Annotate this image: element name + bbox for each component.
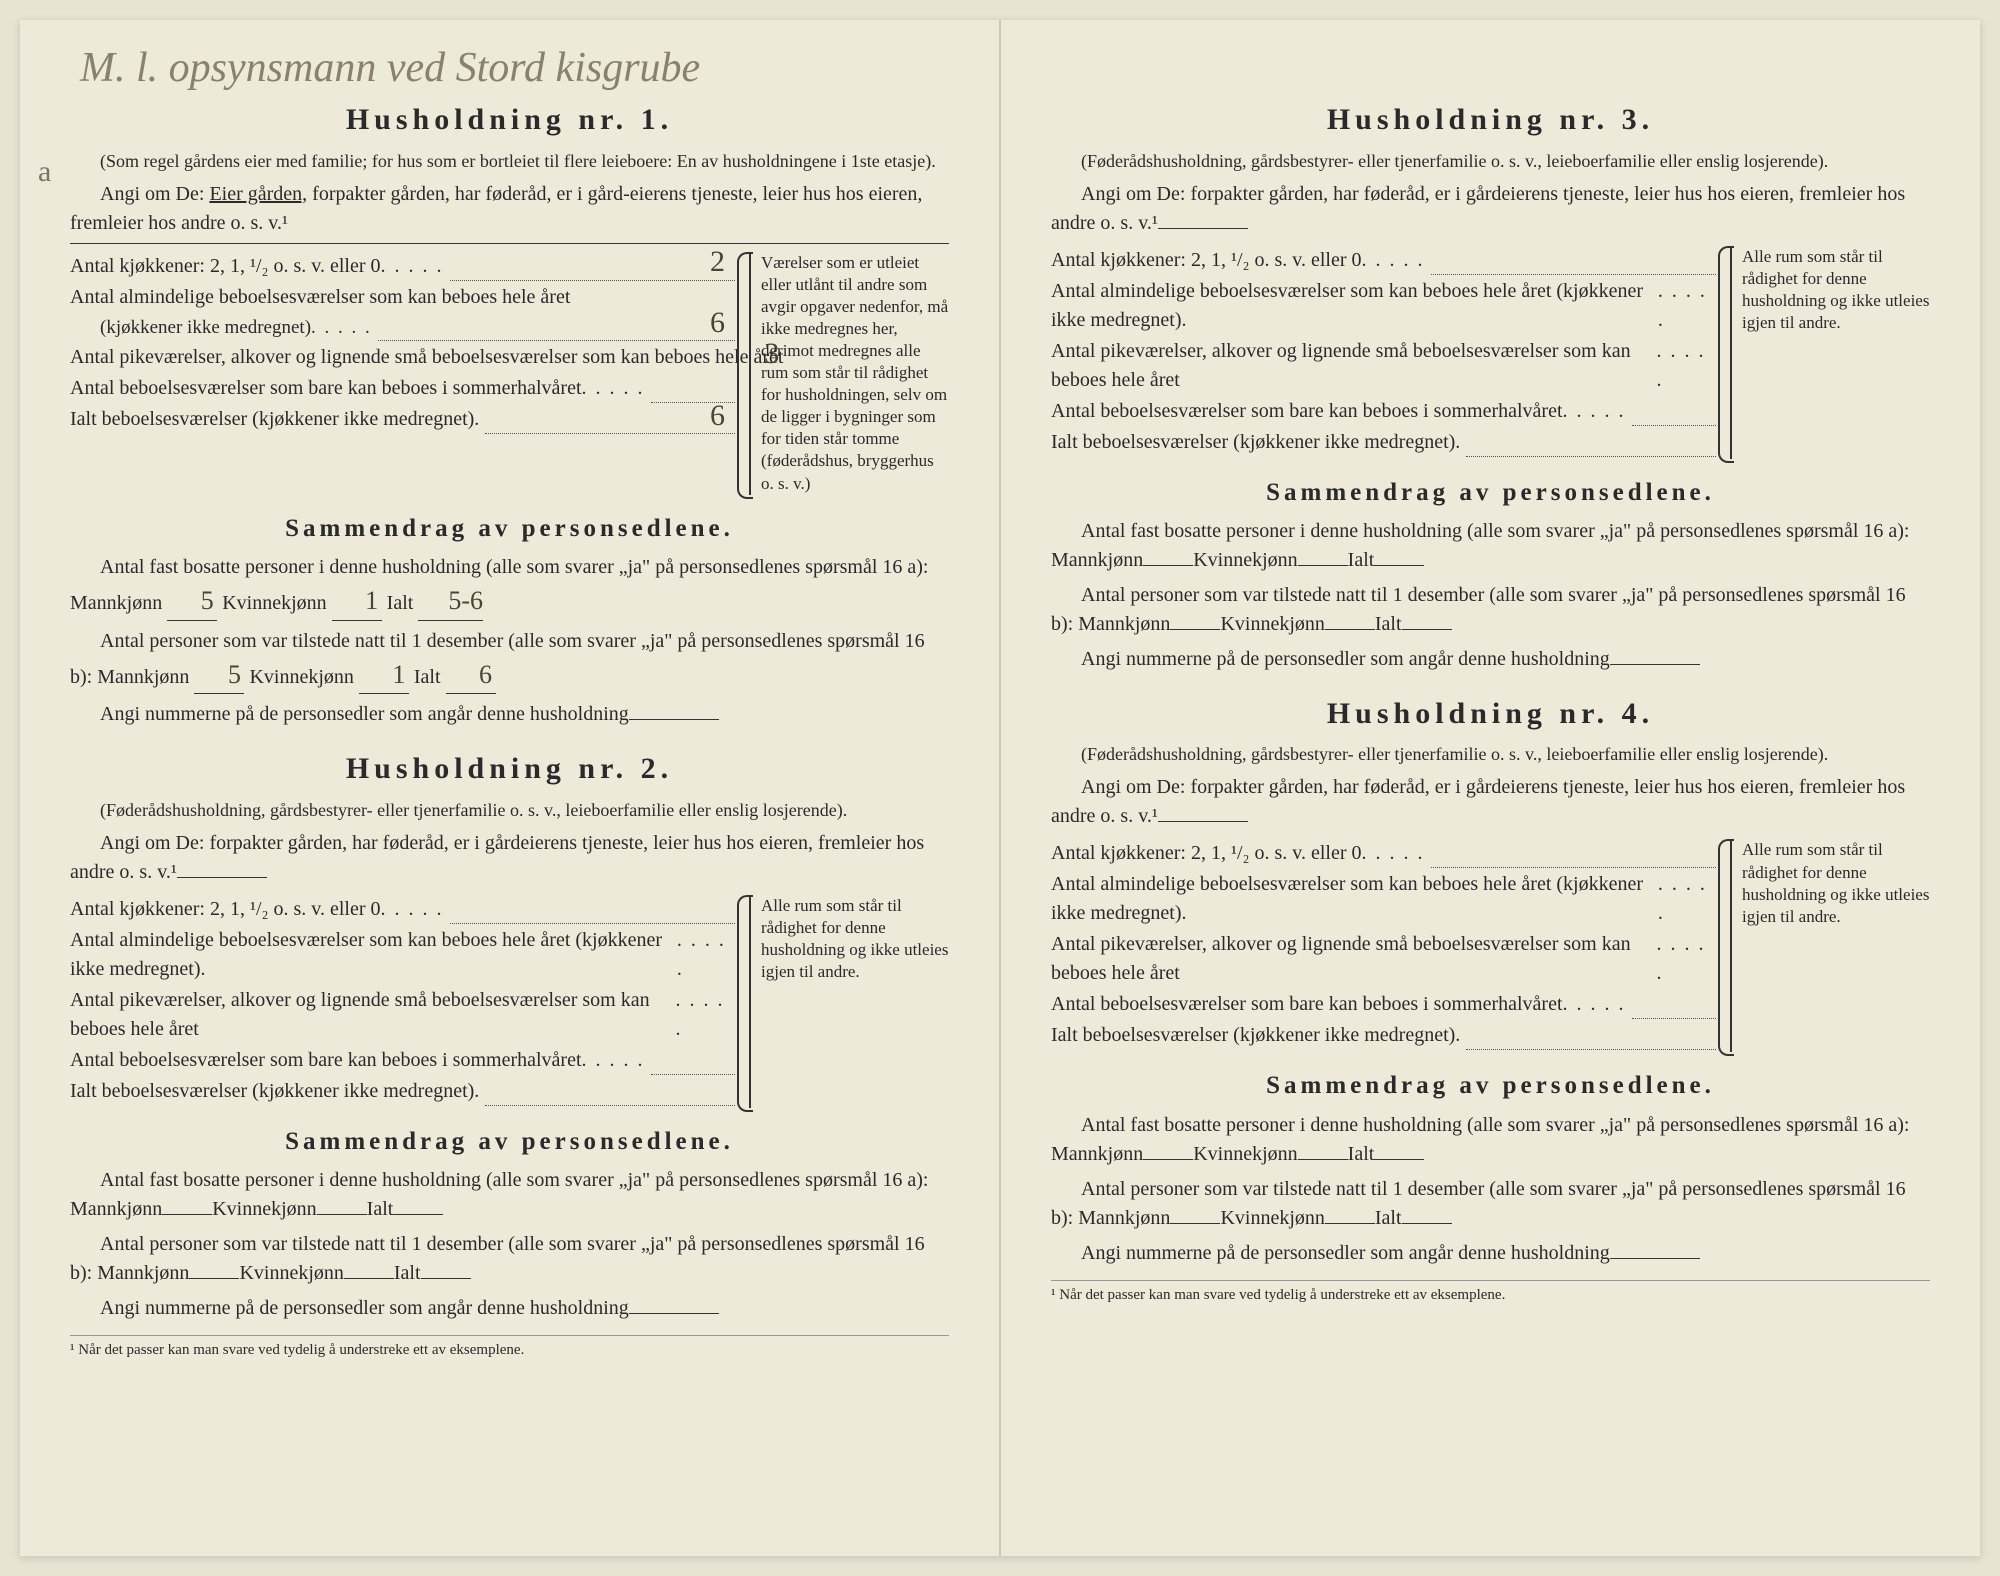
- total-value: 6: [710, 394, 725, 438]
- side-note-short-2: Alle rum som står til rådighet for denne…: [749, 895, 949, 1108]
- side-note-short-4: Alle rum som står til rådighet for denne…: [1730, 839, 1930, 1052]
- kitchens-label: Antal kjøkkener: 2, 1, ¹/₂ o. s. v. elle…: [70, 252, 381, 281]
- household-1-angi: Angi om De: Eier gården, forpakter gårde…: [70, 180, 949, 244]
- household-1-subtitle: (Som regel gårdens eier med familie; for…: [70, 148, 949, 174]
- household-1-entries: Antal kjøkkener: 2, 1, ¹/₂ o. s. v. elle…: [70, 252, 949, 495]
- side-note-short-3: Alle rum som står til rådighet for denne…: [1730, 246, 1930, 459]
- right-page: Husholdning nr. 3. (Føderådshusholdning,…: [1001, 20, 1980, 1556]
- household-2-subtitle: (Føderådshusholdning, gårdsbestyrer- ell…: [70, 797, 949, 823]
- summary-1-line1: Antal fast bosatte personer i denne hush…: [70, 553, 949, 621]
- rooms-value: 6: [710, 301, 725, 345]
- summary-1-numline: Angi nummerne på de personsedler som ang…: [70, 700, 949, 729]
- summary-2-title: Sammendrag av personsedlene.: [70, 1124, 949, 1160]
- kitchens-value: 2: [710, 240, 725, 284]
- angi-prefix: Angi om De:: [100, 183, 204, 205]
- rooms-sublabel: (kjøkkener ikke medregnet): [100, 314, 311, 342]
- handwriting-annotation: M. l. opsynsmann ved Stord kisgrube: [80, 38, 700, 99]
- side-note-long: Værelser som er utleiet eller utlånt til…: [749, 252, 949, 495]
- total-label: Ialt beboelsesværelser (kjøkkener ikke m…: [70, 405, 479, 434]
- summary-1-title: Sammendrag av personsedlene.: [70, 511, 949, 547]
- angi-underlined: Eier gården,: [209, 183, 307, 205]
- margin-handwriting: a: [38, 150, 51, 194]
- left-page: M. l. opsynsmann ved Stord kisgrube a Hu…: [20, 20, 1001, 1556]
- household-4-title: Husholdning nr. 4.: [1051, 692, 1930, 736]
- household-3-title: Husholdning nr. 3.: [1051, 98, 1930, 142]
- rooms-label: Antal almindelige beboelsesværelser som …: [70, 283, 570, 312]
- summary-1-line2: Antal personer som var tilstede natt til…: [70, 627, 949, 695]
- summer-label: Antal beboelsesværelser som bare kan beb…: [70, 374, 582, 403]
- household-2-title: Husholdning nr. 2.: [70, 747, 949, 791]
- document-spread: M. l. opsynsmann ved Stord kisgrube a Hu…: [20, 20, 1980, 1556]
- pike-label: Antal pikeværelser, alkover og lignende …: [70, 343, 783, 372]
- footnote-right: ¹ Når det passer kan man svare ved tydel…: [1051, 1280, 1930, 1307]
- household-2-entries: Antal kjøkkener: 2, 1, ¹/₂ o. s. v. elle…: [70, 895, 949, 1108]
- household-2-angi: Angi om De: forpakter gården, har føderå…: [70, 829, 949, 887]
- household-1-title: Husholdning nr. 1.: [70, 98, 949, 142]
- footnote-left: ¹ Når det passer kan man svare ved tydel…: [70, 1335, 949, 1362]
